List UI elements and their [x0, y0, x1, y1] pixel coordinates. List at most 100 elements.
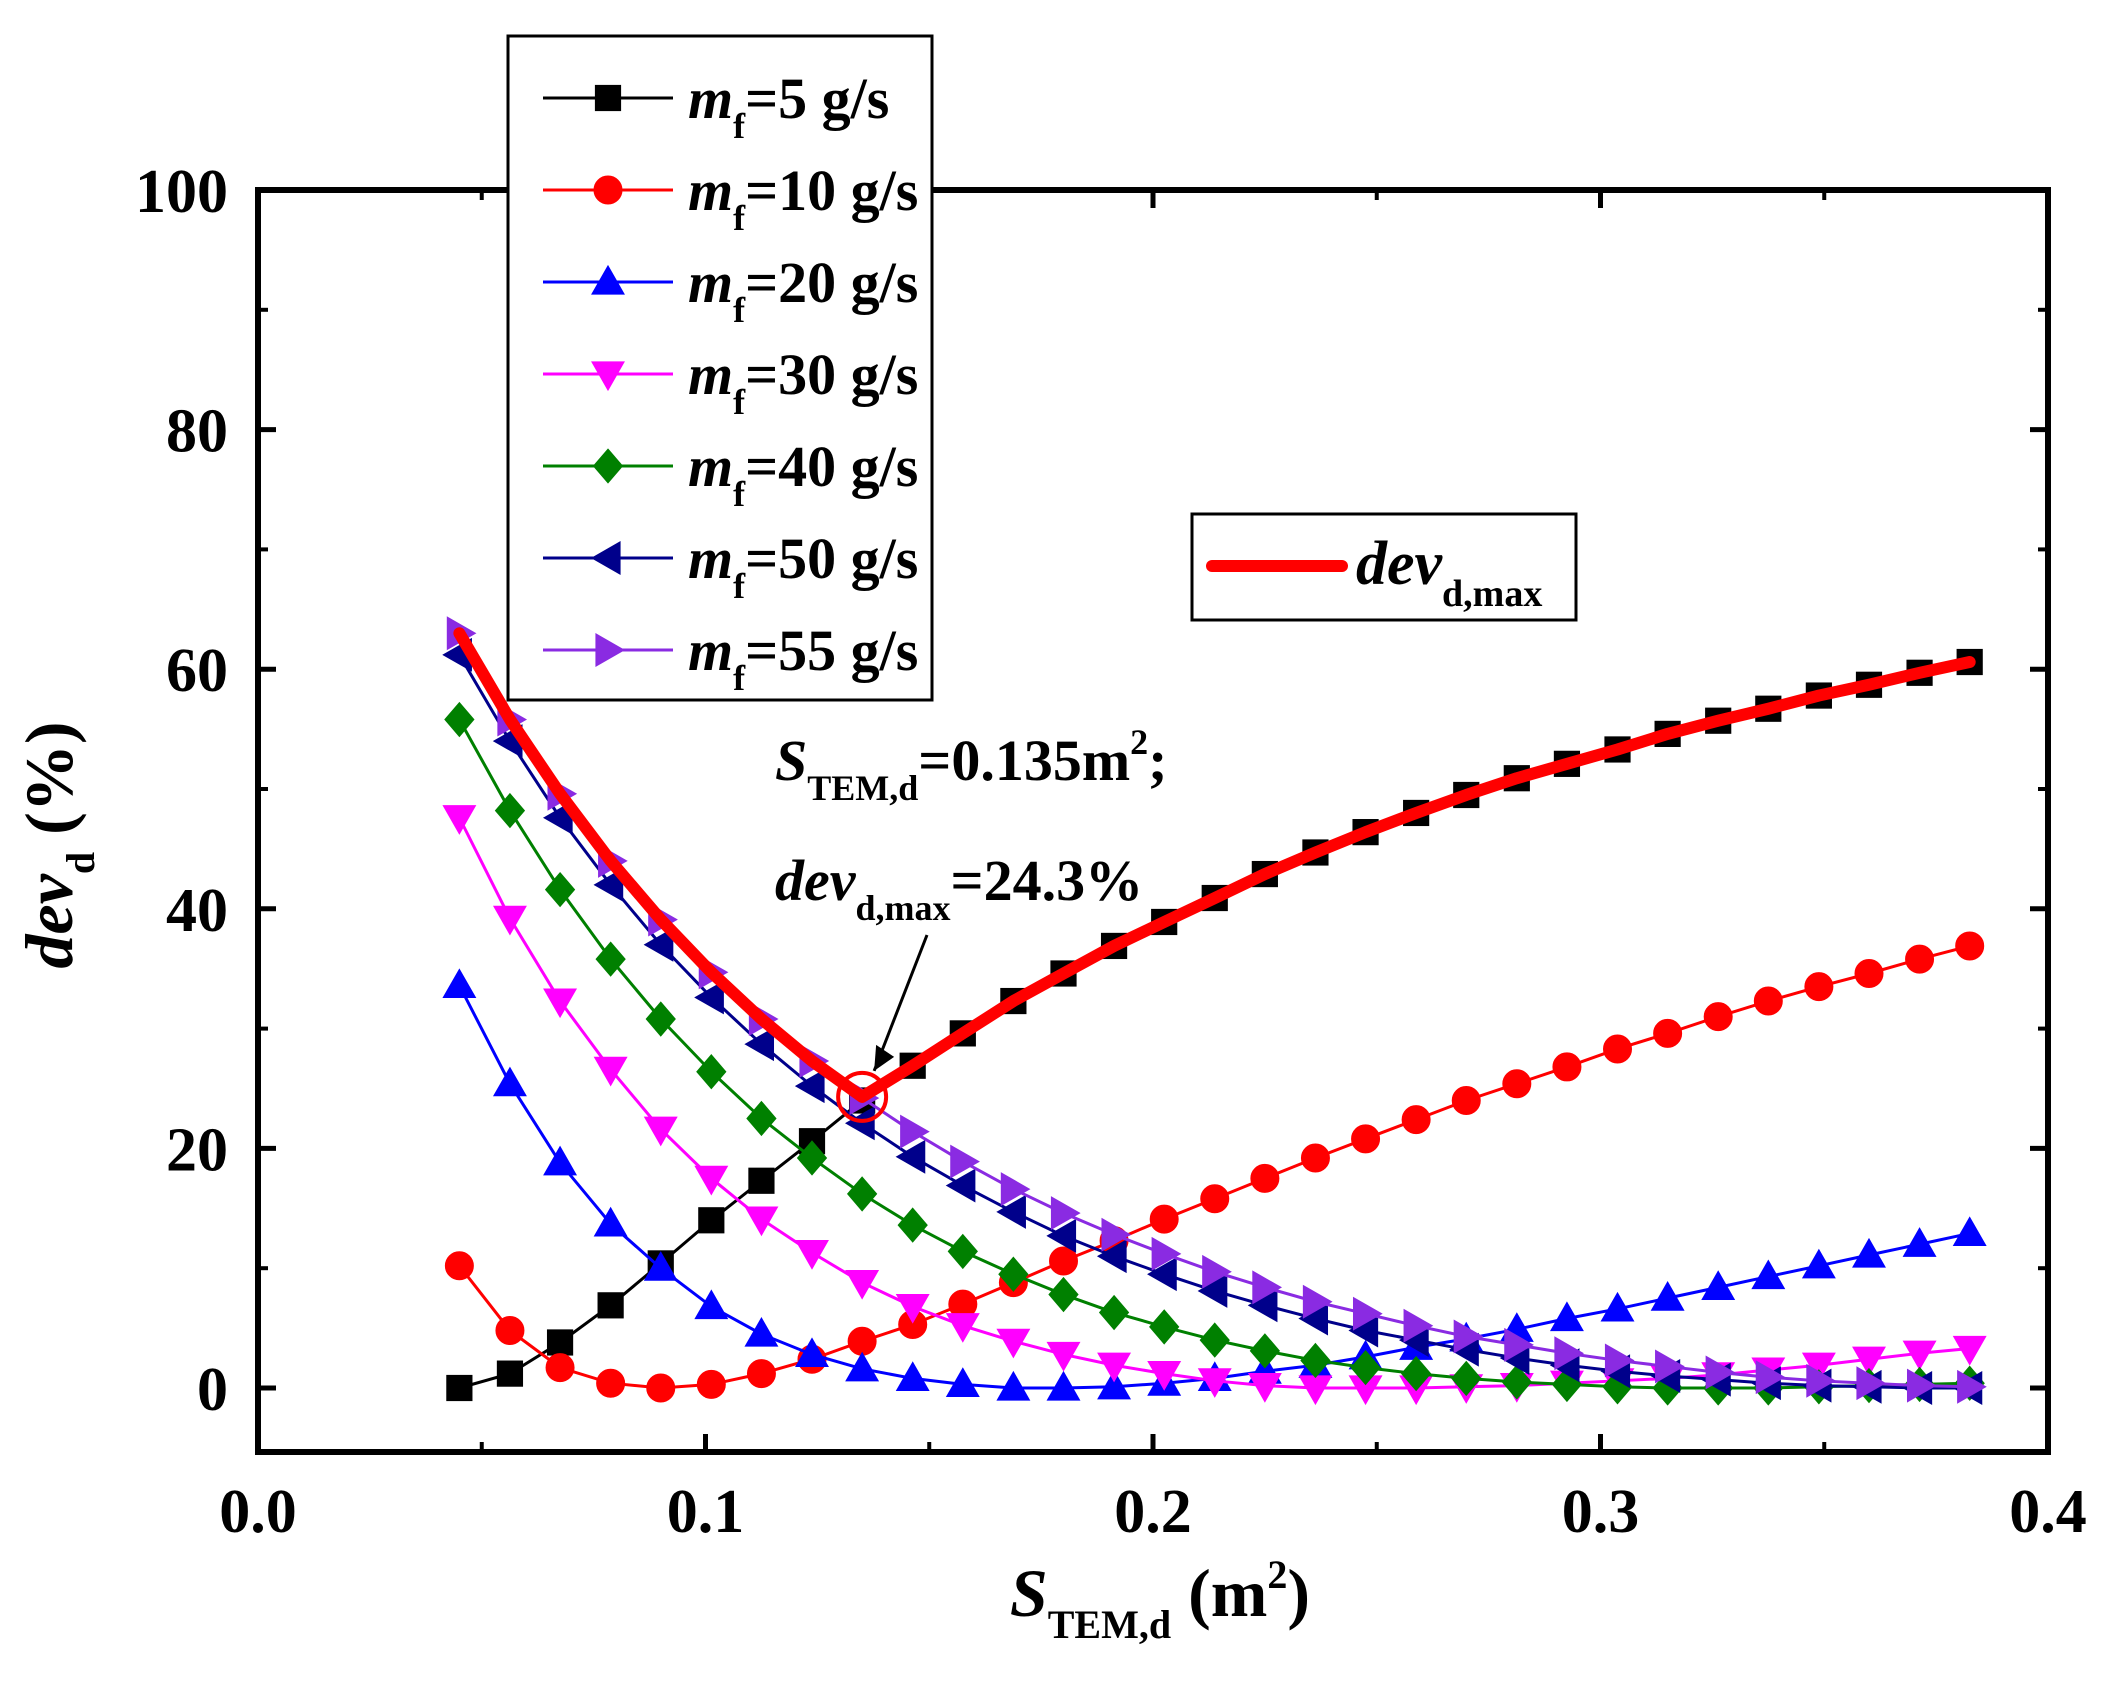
data-point [442, 968, 477, 999]
series-layer [442, 616, 1987, 1406]
data-point [1199, 1322, 1230, 1358]
data-point [492, 1066, 527, 1097]
data-point [746, 1100, 777, 1137]
legend-label: mf=20 g/s [688, 250, 918, 330]
data-point [1755, 1360, 1786, 1395]
x-tick-label: 0.2 [1114, 1478, 1192, 1546]
data-point [444, 701, 475, 738]
data-point [698, 1207, 725, 1234]
data-point [645, 1001, 676, 1037]
y-tick-label: 100 [135, 158, 228, 226]
data-point [947, 1233, 978, 1270]
data-point [1650, 1281, 1685, 1311]
data-point [1046, 1218, 1077, 1253]
data-point [1149, 1309, 1180, 1345]
legend-layer: mf=5 g/s mf=10 g/s mf=20 g/s mf=30 g/s mf=40… [506, 34, 1578, 702]
series-5 [442, 637, 1983, 1405]
data-point [1603, 1034, 1633, 1064]
data-point [1247, 1373, 1282, 1403]
legend-label: mf=40 g/s [688, 434, 918, 514]
legend-box [506, 34, 934, 702]
legend-entry: mf=20 g/s [543, 250, 918, 330]
data-point [1302, 1284, 1333, 1319]
annotation-arrow-line [872, 934, 929, 1072]
data-point [1501, 1364, 1532, 1400]
data-point [794, 1069, 825, 1104]
legend-marker [590, 541, 621, 575]
series-line [458, 944, 1971, 1390]
data-point [694, 1289, 729, 1320]
data-point [495, 1315, 525, 1345]
data-point [1600, 1291, 1635, 1322]
data-point [1097, 1369, 1132, 1400]
data-point [1401, 1105, 1431, 1135]
x-tick-label: 0.3 [1562, 1478, 1640, 1546]
data-point [845, 1270, 880, 1300]
data-point [900, 1114, 930, 1149]
data-point [1149, 1204, 1179, 1234]
data-point [1300, 1342, 1331, 1379]
data-point [1906, 1368, 1937, 1403]
data-point [1856, 1366, 1887, 1401]
data-point [1655, 1349, 1685, 1384]
data-point [696, 1054, 727, 1090]
legend2-label: devd,max [1356, 530, 1542, 615]
legend-entry: mf=5 g/s [543, 66, 889, 146]
data-point [795, 1240, 829, 1270]
legend-entry: mf=55 g/s [543, 618, 918, 698]
annotation-arrowhead [874, 1044, 895, 1071]
legend-label: mf=5 g/s [688, 66, 889, 146]
data-point [1046, 1370, 1081, 1401]
data-point [543, 1145, 578, 1176]
data-point [694, 1165, 729, 1196]
data-point [696, 1369, 726, 1399]
data-point [796, 1140, 828, 1176]
legend-entry: mf=50 g/s [543, 526, 918, 606]
data-point [845, 1106, 875, 1141]
data-point [1451, 1360, 1482, 1397]
data-point [744, 1316, 779, 1347]
data-point [1200, 1184, 1230, 1214]
data-point [1952, 1335, 1987, 1366]
legend-marker [591, 264, 625, 295]
x-axis-label: STEM,d (m2) [1010, 1552, 1310, 1647]
data-point [1046, 1341, 1081, 1372]
envelope-layer [453, 627, 1976, 1103]
data-point [1952, 1216, 1987, 1247]
data-point [1751, 1259, 1786, 1290]
data-point [1350, 1349, 1381, 1386]
legend-marker [594, 84, 622, 112]
data-point [1400, 1355, 1432, 1392]
legend-label: mf=30 g/s [688, 342, 918, 422]
data-point [494, 792, 526, 829]
data-point [1502, 1069, 1532, 1099]
data-point [1902, 1340, 1937, 1371]
annotation-line-2: devd,max=24.3% [775, 848, 1143, 928]
data-point [1147, 1361, 1182, 1391]
data-point [1854, 958, 1884, 988]
data-point [444, 1251, 474, 1281]
y-tick-label: 80 [166, 398, 228, 466]
data-point [1298, 1375, 1333, 1406]
data-point [895, 1361, 930, 1391]
data-point [1000, 1172, 1031, 1207]
data-point [945, 1367, 980, 1397]
data-point [950, 1144, 980, 1179]
data-point [1905, 944, 1935, 974]
data-point [1097, 1352, 1132, 1383]
data-point [1453, 1319, 1484, 1354]
data-point [1300, 1143, 1330, 1173]
min-point-circle [836, 1070, 889, 1123]
data-point [1852, 1237, 1886, 1268]
data-point [1197, 1368, 1232, 1398]
data-point [1249, 1333, 1281, 1369]
data-point [1653, 1018, 1683, 1048]
legend-label: mf=55 g/s [688, 618, 918, 698]
data-point [1701, 1270, 1736, 1300]
data-point [593, 1056, 628, 1087]
legend-marker [591, 361, 625, 392]
data-point [1101, 1217, 1132, 1252]
data-point [1352, 1296, 1383, 1331]
data-point [1252, 1270, 1282, 1305]
data-point [1554, 1336, 1585, 1371]
